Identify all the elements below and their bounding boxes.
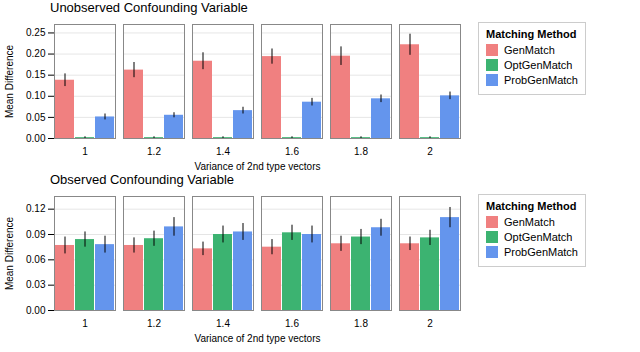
svg-text:0.25: 0.25 (26, 27, 46, 38)
svg-text:0.15: 0.15 (26, 69, 46, 80)
svg-text:1.8: 1.8 (354, 146, 368, 157)
svg-text:0.00: 0.00 (26, 305, 46, 316)
svg-text:0.20: 0.20 (26, 48, 46, 59)
html-text:OptGenMatch: OptGenMatch (504, 231, 573, 243)
svg-text:0.12: 0.12 (26, 203, 46, 214)
html-text:Matching Method: Matching Method (486, 200, 577, 212)
svg-text:0.09: 0.09 (26, 229, 46, 240)
svg-text:1.6: 1.6 (285, 318, 299, 329)
svg-text:1.6: 1.6 (285, 146, 299, 157)
html-text:ProbGenMatch: ProbGenMatch (504, 246, 578, 258)
svg-text:0.03: 0.03 (26, 279, 46, 290)
svg-text:0.06: 0.06 (26, 254, 46, 265)
svg-text:1.2: 1.2 (147, 146, 161, 157)
svg-text:Variance of 2nd type vectors: Variance of 2nd type vectors (195, 161, 321, 172)
html-text:OptGenMatch: OptGenMatch (504, 59, 573, 71)
svg-text:2: 2 (427, 318, 433, 329)
html-text:GenMatch: GenMatch (504, 44, 555, 56)
html-text:Matching Method: Matching Method (486, 28, 577, 40)
svg-text:1: 1 (82, 146, 88, 157)
svg-text:0.05: 0.05 (26, 112, 46, 123)
html-text:GenMatch: GenMatch (504, 216, 555, 228)
svg-text:0.10: 0.10 (26, 90, 46, 101)
svg-text:1.4: 1.4 (216, 318, 230, 329)
svg-text:1.2: 1.2 (147, 318, 161, 329)
html-text:ProbGenMatch: ProbGenMatch (504, 74, 578, 86)
svg-text:0.00: 0.00 (26, 133, 46, 144)
svg-text:Mean Difference: Mean Difference (4, 44, 15, 118)
svg-text:1.4: 1.4 (216, 146, 230, 157)
html-text:Observed Confounding Variable: Observed Confounding Variable (50, 172, 234, 187)
svg-text:1.8: 1.8 (354, 318, 368, 329)
svg-text:Variance of 2nd type vectors: Variance of 2nd type vectors (195, 333, 321, 344)
svg-text:2: 2 (427, 146, 433, 157)
svg-text:Mean Difference: Mean Difference (4, 216, 15, 290)
svg-text:1: 1 (82, 318, 88, 329)
html-text:Unobserved Confounding Variabl: Unobserved Confounding Variable (50, 0, 248, 15)
